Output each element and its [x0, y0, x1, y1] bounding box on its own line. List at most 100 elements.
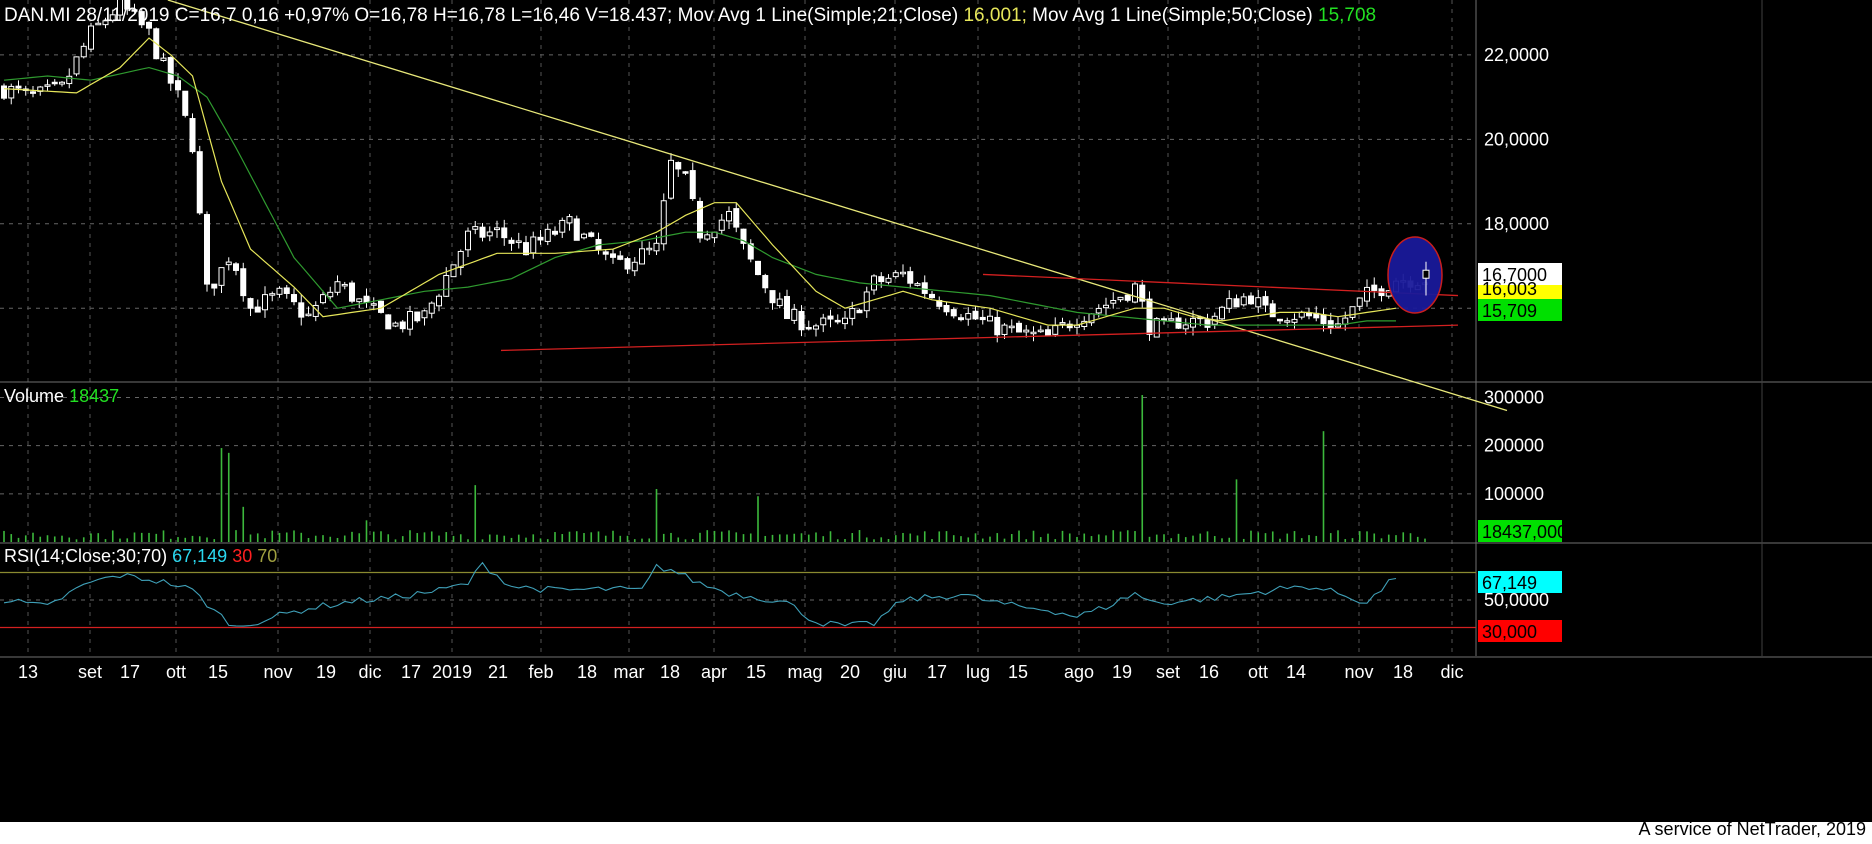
volume-bar — [1315, 535, 1318, 542]
volume-bar — [1409, 533, 1412, 542]
candle-body — [370, 303, 377, 306]
ma50-legend-value: 15,708 — [1318, 5, 1377, 26]
volume-bar — [1170, 538, 1173, 542]
candle — [675, 161, 682, 177]
volume-bar — [1329, 533, 1332, 542]
candle-body — [1422, 269, 1430, 279]
volume-bar — [68, 537, 71, 542]
candle-body — [697, 200, 703, 239]
volume-bar — [655, 489, 658, 542]
rsi-low-tag-text: 30,000 — [1482, 622, 1537, 642]
volume-bar — [1380, 538, 1383, 542]
candle — [950, 307, 957, 319]
volume-bar — [300, 532, 303, 542]
candle-body — [610, 253, 616, 258]
volume-bar — [155, 533, 158, 542]
candle-body — [247, 298, 254, 309]
volume-bar — [467, 539, 469, 542]
candle-body — [704, 234, 711, 240]
volume-bar — [314, 535, 317, 542]
candle-body — [175, 80, 181, 91]
volume-bar — [749, 533, 752, 542]
highlight-ellipse — [1387, 236, 1443, 314]
candle-body — [117, 0, 123, 16]
candle — [247, 297, 254, 317]
last-price-tag: 16,7000 — [1478, 263, 1562, 285]
volume-bar — [213, 539, 216, 542]
candle-body — [508, 239, 515, 244]
volume-bar — [836, 539, 839, 542]
candle-body — [298, 302, 305, 318]
volume-bar — [336, 537, 339, 542]
candle-body — [805, 326, 812, 330]
x-tick-label: 18 — [660, 662, 680, 682]
candle — [269, 291, 276, 302]
volume-bar — [641, 538, 643, 542]
volume-bar — [1105, 535, 1107, 542]
candle — [450, 264, 457, 278]
ma21-legend-value: 16,001; — [963, 5, 1027, 26]
volume-bar — [648, 538, 651, 542]
volume-bar — [1395, 535, 1397, 542]
candle-body — [1248, 295, 1254, 305]
candle-body — [399, 321, 406, 330]
candle — [885, 274, 892, 285]
volume-bar — [169, 538, 172, 542]
candle — [559, 217, 566, 238]
candle-body — [138, 11, 145, 26]
candle — [1088, 313, 1095, 326]
candle — [138, 8, 145, 29]
candle-body — [341, 283, 348, 287]
candle — [791, 303, 798, 324]
volume-bar — [372, 531, 375, 542]
volume-bar — [351, 531, 353, 542]
volume-bar — [626, 535, 629, 542]
candle — [1291, 313, 1298, 329]
candle-body — [95, 22, 102, 26]
candle — [668, 153, 674, 200]
volume-bar — [1308, 535, 1310, 542]
volume-bar — [815, 532, 817, 542]
x-tick-label: dic — [358, 662, 381, 682]
candle — [624, 256, 631, 274]
candle-body — [1356, 297, 1363, 307]
candle — [508, 237, 515, 251]
volume-bar — [401, 536, 404, 542]
candle — [356, 298, 363, 309]
volume-bar — [793, 533, 796, 542]
volume-bar — [409, 530, 411, 542]
volume-bar — [1416, 536, 1419, 542]
volume-bar — [438, 535, 440, 542]
volume-bar — [503, 535, 506, 542]
last-price-tag-text: 16,7000 — [1482, 265, 1547, 285]
candle-body — [407, 311, 413, 330]
candle-body — [204, 214, 210, 285]
volume-legend-label: Volume — [4, 386, 65, 406]
candle — [334, 275, 341, 296]
candle — [1037, 325, 1044, 333]
candle-body — [363, 295, 370, 303]
candle-body — [501, 227, 508, 239]
candle — [291, 288, 297, 306]
volume-bar — [1163, 534, 1165, 542]
candle-body — [450, 264, 457, 278]
candle — [827, 309, 834, 328]
rsi-value-tag: 67,149 — [1478, 571, 1562, 593]
candle-body — [1023, 329, 1030, 333]
volume-bar — [539, 538, 542, 542]
volume-bar — [82, 537, 85, 542]
volume-bar — [365, 520, 368, 542]
x-tick-label: 20 — [840, 662, 860, 682]
volume-bar — [1279, 538, 1281, 542]
x-tick-label: 17 — [401, 662, 421, 682]
candle-body — [689, 170, 696, 200]
candle — [385, 314, 392, 330]
candle-body — [1291, 318, 1298, 323]
candles — [1, 0, 1428, 343]
candle-body — [1095, 307, 1102, 314]
candle-body — [479, 226, 486, 238]
volume-bar — [525, 537, 527, 542]
volume-bar — [786, 534, 788, 542]
volume-bar — [1250, 530, 1252, 542]
